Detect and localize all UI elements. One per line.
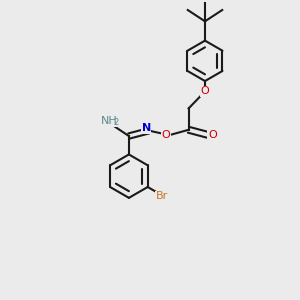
Text: 2: 2: [113, 118, 119, 127]
Text: Br: Br: [156, 191, 168, 201]
Text: O: O: [201, 86, 209, 96]
Text: O: O: [208, 130, 217, 140]
Text: N: N: [142, 123, 151, 133]
Text: NH: NH: [101, 116, 118, 126]
Text: O: O: [161, 130, 170, 140]
